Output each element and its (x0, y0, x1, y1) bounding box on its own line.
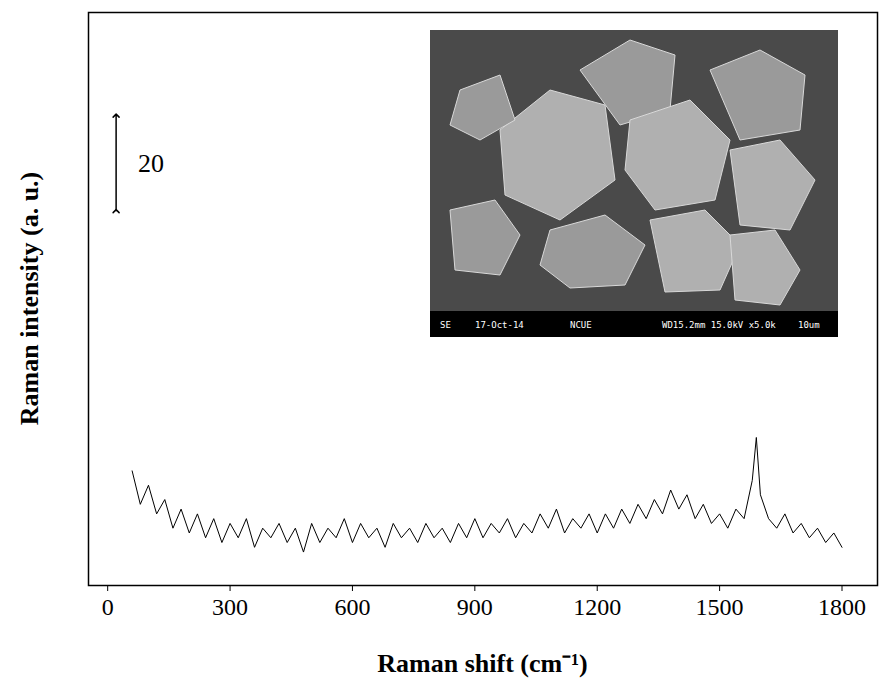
svg-text:20: 20 (138, 149, 164, 178)
svg-text:1500: 1500 (696, 594, 744, 620)
svg-text:1800: 1800 (818, 594, 866, 620)
svg-text:300: 300 (212, 594, 248, 620)
svg-text:Raman intensity (a. u.): Raman intensity (a. u.) (15, 172, 44, 426)
svg-text:SE: SE (440, 320, 451, 330)
svg-text:900: 900 (457, 594, 493, 620)
svg-text:0: 0 (102, 594, 114, 620)
svg-text:NCUE: NCUE (570, 320, 592, 330)
svg-text:1200: 1200 (573, 594, 621, 620)
svg-text:600: 600 (334, 594, 370, 620)
svg-text:WD15.2mm 15.0kV x5.0k: WD15.2mm 15.0kV x5.0k (662, 320, 776, 330)
svg-text:17-Oct-14: 17-Oct-14 (475, 320, 524, 330)
svg-text:Raman shift (cm⁻¹): Raman shift (cm⁻¹) (377, 649, 587, 678)
svg-text:10um: 10um (798, 320, 820, 330)
